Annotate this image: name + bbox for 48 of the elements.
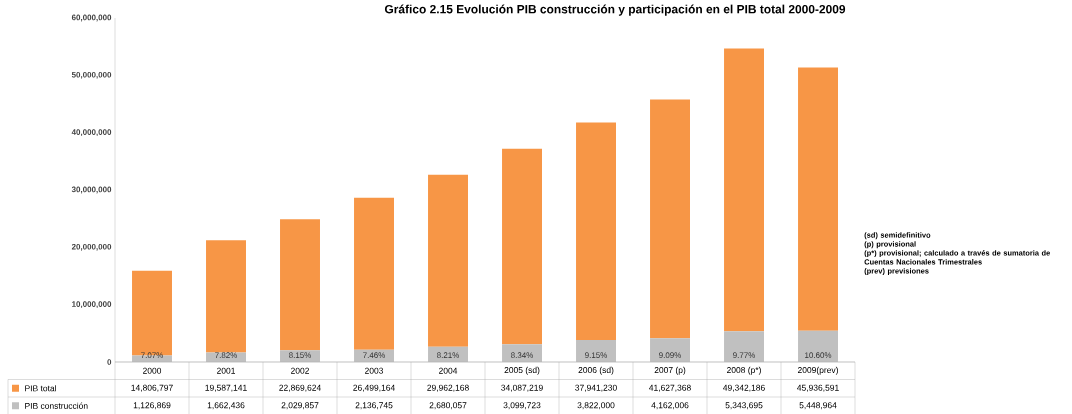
legend-label: PIB total [25, 385, 56, 392]
data-label: 5,343,695 [725, 402, 763, 410]
x-tick-label: 2007 (p) [654, 366, 686, 375]
x-tick-label: 2008 (p*) [727, 366, 761, 375]
x-tick-label: 2002 [291, 367, 309, 374]
bar [280, 219, 320, 351]
data-label: 2,029,857 [281, 402, 319, 410]
data-label: 1,126,869 [133, 402, 171, 410]
bar [724, 331, 764, 362]
bar [650, 338, 690, 362]
data-label: 41,627,368 [649, 384, 691, 392]
data-label: 2,136,745 [355, 402, 393, 410]
bar [502, 344, 542, 362]
bar [798, 330, 838, 362]
x-tick-label: 2003 [365, 367, 384, 374]
bar [132, 270, 172, 356]
data-label: 19,587,141 [205, 384, 247, 392]
bar [354, 197, 394, 350]
bar [428, 174, 468, 347]
bar [724, 48, 764, 332]
data-label: 2,680,057 [429, 402, 467, 410]
x-tick-label: 2005 (sd) [504, 366, 540, 375]
bar [798, 67, 838, 331]
data-label: 14,806,797 [131, 384, 173, 392]
bar [576, 340, 616, 362]
x-tick-label: 2004 [439, 367, 458, 374]
x-tick-label: 2001 [217, 367, 236, 374]
data-label: 29,962,168 [427, 384, 469, 392]
data-label: 3,099,723 [503, 402, 541, 410]
x-tick-label: 2009(prev) [797, 366, 838, 375]
data-label: 4,162,006 [651, 402, 689, 410]
data-label: 45,936,591 [797, 384, 839, 392]
legend-label: PIB construcción [25, 402, 88, 409]
data-label: 49,342,186 [723, 384, 765, 392]
data-label: 3,822,000 [577, 402, 615, 410]
bar [206, 240, 246, 353]
data-label: 37,941,230 [575, 384, 617, 392]
data-label: 22,869,624 [279, 384, 321, 392]
chart-title: Gráfico 2.15 Evolución PIB construcción y participación en el PIB total 2000-2009 [384, 4, 846, 16]
data-label: 5,448,964 [799, 402, 837, 410]
x-tick-label: 2006 (sd) [578, 366, 614, 375]
data-label: 34,087,219 [501, 384, 543, 392]
data-label: 26,499,164 [353, 384, 395, 392]
x-tick-label: 2000 [143, 367, 162, 374]
bar [502, 148, 542, 345]
bar [576, 122, 616, 341]
data-label: 1,662,436 [207, 402, 245, 410]
bar [650, 99, 690, 339]
